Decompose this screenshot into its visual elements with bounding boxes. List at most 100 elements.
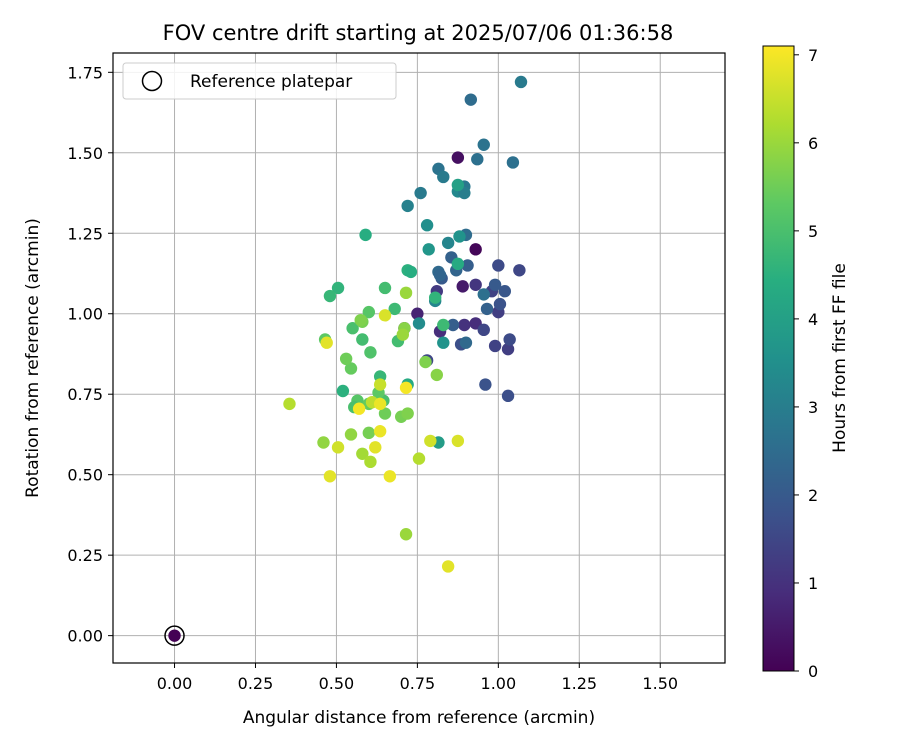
data-point (469, 278, 482, 291)
legend-marker-icon (141, 70, 163, 92)
data-points (283, 75, 528, 573)
data-point (430, 368, 444, 382)
data-point (339, 352, 353, 366)
data-point (477, 138, 490, 151)
colorbar-label: Hours from first FF file (830, 263, 850, 453)
data-point (401, 407, 414, 420)
y-axis-ticks: 0.00 0.25 0.50 0.75 1.00 1.25 1.50 1.75 (67, 63, 113, 646)
legend-box (122, 62, 397, 100)
data-point (331, 441, 345, 454)
colorbar: 0 1 2 3 4 5 6 7 Hours from first FF file (762, 45, 850, 681)
data-point (283, 397, 296, 411)
data-point (420, 219, 434, 232)
plot-frame (112, 52, 726, 664)
data-point (323, 289, 337, 303)
data-point (399, 381, 413, 394)
data-point (514, 75, 528, 89)
data-point (412, 317, 426, 330)
data-point (506, 156, 520, 169)
data-point (362, 426, 376, 440)
legend-entry-reference: Reference platepar (190, 72, 352, 92)
y-tick-label: 1.25 (67, 224, 103, 243)
data-point (362, 305, 376, 319)
data-point (451, 434, 465, 448)
data-point (459, 336, 473, 349)
data-point (456, 280, 469, 293)
data-point (498, 285, 512, 298)
data-point (458, 318, 471, 332)
data-point (446, 318, 460, 332)
data-point (414, 186, 427, 200)
data-point (369, 441, 382, 454)
data-point (356, 333, 369, 346)
colorbar-tick-label: 7 (808, 46, 818, 65)
data-point (451, 151, 465, 164)
x-tick-label: 1.00 (481, 674, 517, 693)
data-point (477, 288, 490, 301)
colorbar-tick-label: 3 (808, 398, 818, 417)
x-tick-label: 1.50 (642, 674, 678, 693)
data-point (346, 322, 359, 335)
data-point (441, 560, 455, 573)
data-point (411, 307, 424, 320)
colorbar-gradient (762, 45, 795, 672)
data-point (419, 355, 432, 369)
x-tick-label: 1.25 (561, 674, 597, 693)
data-point (364, 346, 377, 359)
colorbar-tick-label: 2 (808, 486, 818, 505)
data-point (317, 436, 330, 449)
colorbar-ticks: 0 1 2 3 4 5 6 7 (794, 46, 818, 681)
data-point (488, 278, 502, 291)
x-tick-label: 0.00 (157, 674, 193, 693)
data-point (437, 318, 450, 332)
data-point (388, 302, 401, 316)
data-point (373, 378, 387, 391)
data-point (501, 389, 515, 403)
data-point (424, 434, 437, 448)
data-point (479, 378, 492, 391)
data-point (477, 323, 490, 337)
y-tick-label: 0.75 (67, 385, 103, 404)
y-tick-label: 1.00 (67, 305, 103, 324)
reference-point-ring (164, 625, 185, 646)
data-point (503, 333, 516, 346)
data-point (344, 428, 358, 441)
data-point (331, 281, 345, 295)
data-point (471, 153, 484, 166)
y-axis-label: Rotation from reference (arcmin) (23, 218, 43, 498)
data-point (359, 228, 372, 242)
data-point (378, 281, 392, 295)
data-point (451, 178, 465, 192)
data-point (453, 230, 466, 243)
data-point (344, 362, 358, 375)
y-tick-label: 1.75 (67, 63, 103, 82)
data-point (404, 265, 418, 279)
data-point (399, 286, 413, 300)
y-tick-label: 0.25 (67, 546, 103, 565)
data-point (493, 297, 507, 311)
data-point (437, 170, 450, 184)
y-tick-label: 0.00 (67, 627, 103, 646)
chart-title: FOV centre drift starting at 2025/07/06 … (163, 21, 674, 45)
data-point (469, 243, 482, 256)
x-axis-ticks: 0.00 0.25 0.50 0.75 1.00 1.25 1.50 (157, 663, 678, 693)
data-point (464, 93, 478, 106)
x-tick-label: 0.50 (319, 674, 355, 693)
reference-point-marker (168, 629, 181, 642)
data-point (433, 268, 447, 282)
data-point (480, 302, 494, 316)
data-point (399, 528, 413, 541)
data-point (352, 402, 366, 415)
data-point (383, 470, 397, 483)
y-tick-label: 1.50 (67, 144, 103, 163)
reference-point (164, 625, 185, 646)
colorbar-tick-label: 5 (808, 222, 818, 241)
data-point (396, 328, 410, 341)
data-point (373, 397, 387, 411)
data-point (451, 257, 465, 271)
colorbar-tick-label: 6 (808, 134, 818, 153)
legend: Reference platepar (122, 62, 397, 100)
data-point (488, 339, 502, 353)
data-point (354, 313, 367, 327)
